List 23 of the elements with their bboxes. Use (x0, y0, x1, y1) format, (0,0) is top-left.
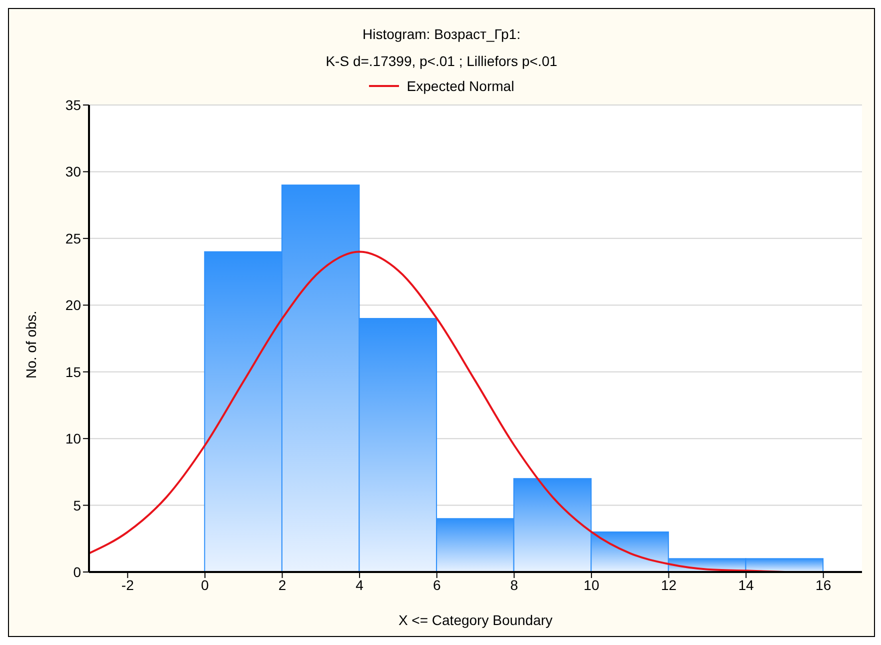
chart-subtitle: K-S d=.17399, p<.01 ; Lilliefors p<.01 (324, 52, 558, 71)
x-tick-label: 10 (584, 576, 600, 593)
y-tick-label: 15 (65, 364, 82, 380)
chart-title: Histogram: Возраст_Гр1: (362, 25, 522, 44)
x-axis-title: X <= Category Boundary (398, 612, 553, 628)
x-tick-label: 0 (201, 576, 210, 593)
legend-label: Expected Normal (406, 78, 514, 94)
x-tick-label: -2 (121, 576, 134, 593)
y-tick-label: 25 (65, 230, 82, 246)
x-tick-label: 2 (278, 576, 286, 593)
y-tick-label: 30 (65, 164, 82, 180)
y-axis-title: No. of obs. (22, 310, 39, 378)
x-tick-label: 4 (356, 576, 364, 593)
x-tick-label: 14 (738, 576, 754, 593)
y-tick-label: 0 (73, 564, 82, 580)
y-tick-label: 20 (65, 297, 82, 314)
x-tick-label: 8 (510, 576, 518, 593)
y-tick-label: 5 (73, 497, 82, 514)
y-tick-label: 35 (65, 96, 82, 113)
x-tick-label: 6 (432, 576, 441, 593)
y-tick-label: 10 (65, 430, 82, 447)
x-tick-label: 12 (660, 576, 677, 593)
x-tick-label: 16 (816, 576, 832, 593)
